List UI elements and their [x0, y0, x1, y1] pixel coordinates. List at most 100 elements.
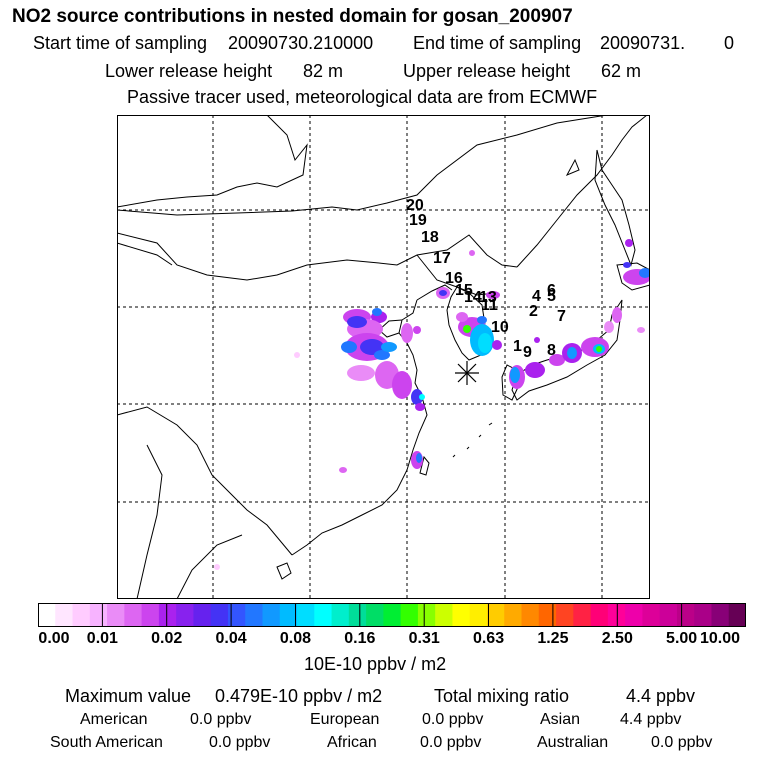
colorbar-cell: [366, 603, 384, 627]
region-value: 4.4 ppbv: [620, 711, 682, 728]
colorbar: [38, 603, 746, 627]
colorbar-tick-label: 10.00: [699, 630, 741, 647]
colorbar-cell: [556, 603, 574, 627]
colorbar-cell: [124, 603, 143, 627]
upper-release-value: 62 m: [601, 61, 642, 81]
region-value: 0.0 ppbv: [422, 711, 484, 728]
trajectory-label: 13: [479, 289, 497, 306]
trajectory-label: 4: [532, 288, 541, 305]
colorbar-tick-label: 0.02: [151, 630, 183, 647]
trajectory-labels: 20 19 18 17 16 15 14 13 11 10 1 9 8 2 4 …: [406, 197, 566, 361]
region-value: 0.0 ppbv: [651, 734, 713, 751]
end-time-suffix: 0: [724, 33, 735, 53]
total-mixing-label: Total mixing ratio: [434, 686, 570, 706]
colorbar-cell: [141, 603, 160, 627]
colorbar-cell: [72, 603, 91, 627]
colorbar-cell: [55, 603, 74, 627]
trajectory-label: 14: [464, 289, 482, 306]
trajectory-label: 18: [421, 229, 439, 246]
receptor-asterisk-icon: [455, 361, 479, 385]
colorbar-cell: [245, 603, 264, 627]
colorbar-tick-label: 0.00: [38, 630, 70, 647]
lower-release-value: 82 m: [303, 61, 344, 81]
colorbar-cell: [158, 603, 177, 627]
tracer-note: Passive tracer used, meteorological data…: [127, 87, 598, 107]
colorbar-tick-label: 5.00: [666, 630, 698, 647]
end-time-value: 20090731.: [600, 33, 686, 53]
colorbar-cell: [279, 603, 298, 627]
colorbar-tick-label: 2.50: [601, 630, 633, 647]
region-name: American: [80, 711, 148, 728]
colorbar-cell: [417, 603, 436, 627]
colorbar-tick-label: 1.25: [537, 630, 569, 647]
trajectory-label: 1: [513, 338, 522, 355]
trajectory-label: 15: [455, 282, 473, 299]
colorbar-cell: [38, 603, 56, 627]
trajectory-label: 19: [409, 212, 427, 229]
source-contribution-map: 20 19 18 17 16 15 14 13 11 10 1 9 8 2 4 …: [117, 115, 650, 599]
total-mixing-value: 4.4 ppbv: [626, 686, 696, 706]
colorbar-tick-label: 0.16: [344, 630, 376, 647]
start-time-value: 20090730.210000: [228, 33, 374, 53]
trajectory-label: 8: [547, 342, 556, 359]
colorbar-cell: [590, 603, 609, 627]
colorbar-units: 10E-10 ppbv / m2: [304, 654, 447, 674]
colorbar-cell: [486, 603, 505, 627]
trajectory-label: 11: [481, 297, 498, 314]
colorbar-cell: [538, 603, 557, 627]
colorbar-cell: [504, 603, 523, 627]
max-value: 0.479E-10 ppbv / m2: [215, 686, 383, 706]
colorbar-cell: [676, 603, 695, 627]
region-name: Asian: [540, 711, 581, 728]
colorbar-cell: [89, 603, 108, 627]
trajectory-label: 9: [523, 344, 532, 361]
plot-title: NO2 source contributions in nested domai…: [12, 6, 573, 27]
colorbar-cell: [711, 603, 730, 627]
colorbar-cells: [38, 603, 746, 627]
start-time-label: Start time of sampling: [33, 33, 208, 53]
colorbar-cell: [659, 603, 678, 627]
colorbar-cell: [314, 603, 333, 627]
colorbar-cell: [452, 603, 471, 627]
map-frame: [117, 115, 650, 599]
colorbar-cell: [625, 603, 643, 627]
trajectory-label: 2: [529, 303, 538, 320]
trajectory-label: 7: [557, 308, 566, 325]
colorbar-cell: [297, 603, 315, 627]
trajectory-label: 5: [547, 288, 556, 305]
colorbar-cell: [107, 603, 125, 627]
trajectory-label: 10: [491, 319, 509, 336]
colorbar-cell: [176, 603, 195, 627]
colorbar-cell: [383, 603, 402, 627]
trajectory-label: 6: [547, 282, 556, 299]
trajectory-label: 20: [406, 197, 424, 214]
colorbar-cell: [521, 603, 540, 627]
trajectory-label: 17: [433, 250, 451, 267]
colorbar-cell: [400, 603, 419, 627]
colorbar-cell: [193, 603, 212, 627]
region-value: 0.0 ppbv: [209, 734, 271, 751]
region-name: Australian: [537, 734, 609, 751]
region-value: 0.0 ppbv: [190, 711, 252, 728]
colorbar-cell: [227, 603, 246, 627]
colorbar-cell: [331, 603, 350, 627]
lower-release-label: Lower release height: [105, 61, 273, 81]
trajectory-label: 16: [445, 270, 463, 287]
colorbar-tick-label: 0.04: [215, 630, 247, 647]
colorbar-cell: [435, 603, 454, 627]
max-value-label: Maximum value: [65, 686, 192, 706]
region-name: South American: [50, 734, 163, 751]
colorbar-tick-label: 0.63: [472, 630, 505, 647]
region-name: African: [327, 734, 377, 751]
contribution-fields: [214, 239, 650, 570]
colorbar-cell: [469, 603, 488, 627]
colorbar-cell: [348, 603, 367, 627]
colorbar-cell: [642, 603, 661, 627]
colorbar-frame: [38, 603, 746, 627]
colorbar-cell: [607, 603, 626, 627]
colorbar-cell: [573, 603, 592, 627]
colorbar-cell: [694, 603, 713, 627]
colorbar-tick-label: 0.01: [86, 630, 118, 647]
colorbar-cell: [262, 603, 281, 627]
colorbar-tick-label: 0.08: [279, 630, 312, 647]
